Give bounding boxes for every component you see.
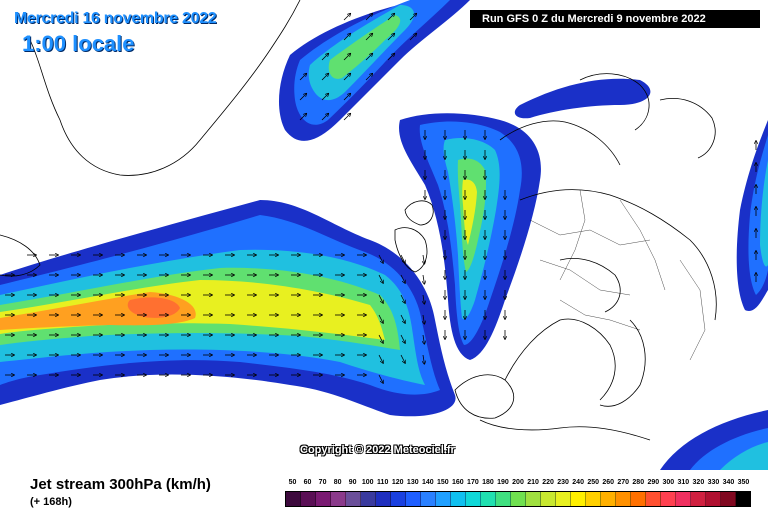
legend-swatch	[361, 492, 376, 506]
legend-label: 70	[318, 479, 327, 486]
legend-label: 160	[452, 479, 464, 486]
legend-swatch	[721, 492, 736, 506]
country-borders	[529, 189, 706, 361]
legend-swatch	[511, 492, 526, 506]
model-run-info: Run GFS 0 Z du Mercredi 9 novembre 2022	[470, 10, 760, 28]
legend-label: 200	[512, 479, 524, 486]
legend-label: 120	[391, 479, 404, 486]
legend-label: 110	[377, 479, 389, 486]
legend-swatch	[601, 492, 616, 506]
legend-label: 290	[647, 479, 660, 486]
legend-swatch	[526, 492, 541, 506]
legend-swatch	[481, 492, 496, 506]
legend-label: 80	[333, 479, 342, 486]
legend-swatch	[676, 492, 691, 506]
forecast-time: 1:00 locale	[22, 31, 135, 56]
legend-swatch	[661, 492, 676, 506]
legend-label: 150	[436, 479, 449, 486]
legend-swatch	[451, 492, 466, 506]
legend-label: 240	[572, 479, 584, 486]
legend-swatch	[466, 492, 481, 506]
legend-label: 90	[348, 479, 357, 486]
legend-swatch	[436, 492, 451, 506]
jet-stream-map	[0, 0, 768, 470]
lead-time: (+ 168h)	[30, 496, 72, 508]
copyright-text: Copyright © 2022 Meteociel.fr	[300, 444, 455, 456]
wind-arrows	[5, 14, 756, 383]
legend-swatch	[301, 492, 316, 506]
legend-swatch	[616, 492, 631, 506]
legend-label: 350	[737, 479, 750, 486]
northern-jet	[278, 0, 651, 141]
eastern-jet	[660, 120, 768, 470]
parameter-title: Jet stream 300hPa (km/h)	[30, 476, 211, 493]
legend-label: 260	[602, 479, 615, 486]
legend-swatch	[286, 492, 301, 506]
footer: Jet stream 300hPa (km/h) (+ 168h) 50 60 70…	[0, 470, 768, 512]
legend-swatch	[691, 492, 706, 506]
legend-swatch	[376, 492, 391, 506]
legend-swatch	[571, 492, 586, 506]
legend-labels: 50 60 70 80 90 100 110 120 130 140 150 160 170 180 190…	[283, 479, 753, 489]
legend-label: 250	[587, 479, 599, 486]
legend-swatch	[706, 492, 721, 506]
legend-label: 210	[527, 479, 539, 486]
legend-swatch	[406, 492, 421, 506]
legend-label: 130	[406, 479, 419, 486]
legend-label: 330	[707, 479, 720, 486]
legend-swatch	[346, 492, 361, 506]
legend-label: 60	[303, 479, 312, 486]
legend-label: 220	[542, 479, 554, 486]
legend-swatch	[631, 492, 646, 506]
atlantic-jet	[0, 200, 456, 417]
legend-swatch	[586, 492, 601, 506]
legend-label: 340	[722, 479, 735, 486]
legend-swatch	[556, 492, 571, 506]
color-scale-legend	[285, 491, 751, 507]
legend-swatch	[331, 492, 346, 506]
legend-label: 50	[288, 479, 297, 486]
legend-label: 100	[361, 479, 374, 486]
legend-label: 170	[467, 479, 479, 486]
forecast-date: Mercredi 16 novembre 2022	[14, 10, 217, 27]
legend-swatch	[736, 492, 750, 506]
legend-swatch	[421, 492, 436, 506]
legend-label: 310	[677, 479, 690, 486]
legend-label: 230	[557, 479, 569, 486]
legend-label: 190	[497, 479, 509, 486]
legend-swatch	[541, 492, 556, 506]
legend-label: 280	[632, 479, 645, 486]
legend-label: 300	[662, 479, 675, 486]
legend-label: 140	[421, 479, 434, 486]
legend-swatch	[316, 492, 331, 506]
legend-label: 180	[482, 479, 494, 486]
legend-label: 270	[617, 479, 630, 486]
legend-swatch	[646, 492, 661, 506]
legend-label: 320	[692, 479, 705, 486]
legend-swatch	[391, 492, 406, 506]
legend-swatch	[496, 492, 511, 506]
